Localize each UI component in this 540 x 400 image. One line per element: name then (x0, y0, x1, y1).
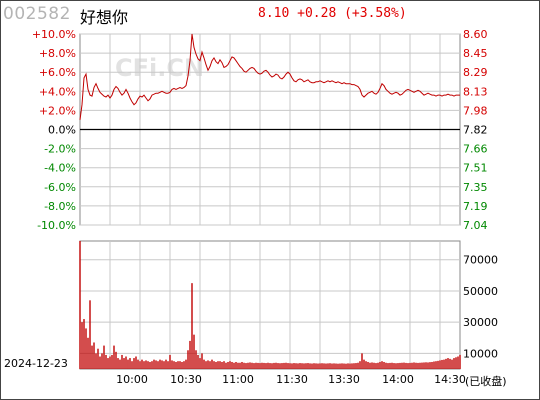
y-left-tick-label: -6.0% (44, 181, 76, 194)
y-left-tick-label: 0.0% (48, 124, 76, 137)
y-right-tick-label: 7.51 (463, 162, 488, 175)
stock-name: 好想你 (80, 8, 129, 27)
x-tick-label: 10:00 (116, 373, 148, 386)
x-tick-label: 13:30 (328, 373, 360, 386)
y-left-tick-label: +10.0% (32, 28, 76, 41)
y-left-tick-label: -10.0% (37, 219, 76, 232)
y-left-tick-label: +8.0% (39, 47, 76, 60)
x-tick-label: 11:30 (276, 373, 308, 386)
y-right-tick-label: 8.29 (463, 66, 488, 79)
y-left-tick-label: +4.0% (39, 85, 76, 98)
y-right-tick-label: 7.04 (463, 219, 488, 232)
y-right-tick-label: 7.35 (463, 181, 488, 194)
y-right-tick-label: 8.45 (463, 47, 488, 60)
y-left-tick-label: -4.0% (44, 162, 76, 175)
y-left-tick-label: -2.0% (44, 143, 76, 156)
x-tick-label: 14:30 (434, 373, 466, 386)
volume-tick-label: 30000 (463, 316, 498, 329)
y-right-tick-label: 7.66 (463, 143, 488, 156)
volume-tick-label: 10000 (463, 347, 498, 360)
y-right-tick-label: 8.60 (463, 28, 488, 41)
trade-date: 2024-12-23 (4, 357, 68, 370)
y-left-tick-label: -8.0% (44, 200, 76, 213)
price-line (79, 33, 460, 120)
stock-code: 002582 (3, 4, 71, 24)
y-right-tick-label: 7.82 (463, 124, 488, 137)
x-tick-label: 14:00 (382, 373, 414, 386)
volume-tick-label: 70000 (463, 254, 498, 267)
volume-tick-label: 50000 (463, 285, 498, 298)
session-status-label: (已收盘) (465, 375, 507, 388)
y-left-tick-label: +2.0% (39, 104, 76, 117)
y-right-tick-label: 7.98 (463, 104, 488, 117)
watermark-text: CFi.CN (115, 54, 204, 82)
x-tick-label: 10:30 (170, 373, 202, 386)
y-right-tick-label: 8.13 (463, 85, 488, 98)
x-tick-label: 11:00 (222, 373, 254, 386)
y-right-tick-label: 7.19 (463, 200, 488, 213)
y-left-tick-label: +6.0% (39, 66, 76, 79)
price-quote: 8.10 +0.28 (+3.58%) (258, 6, 407, 21)
